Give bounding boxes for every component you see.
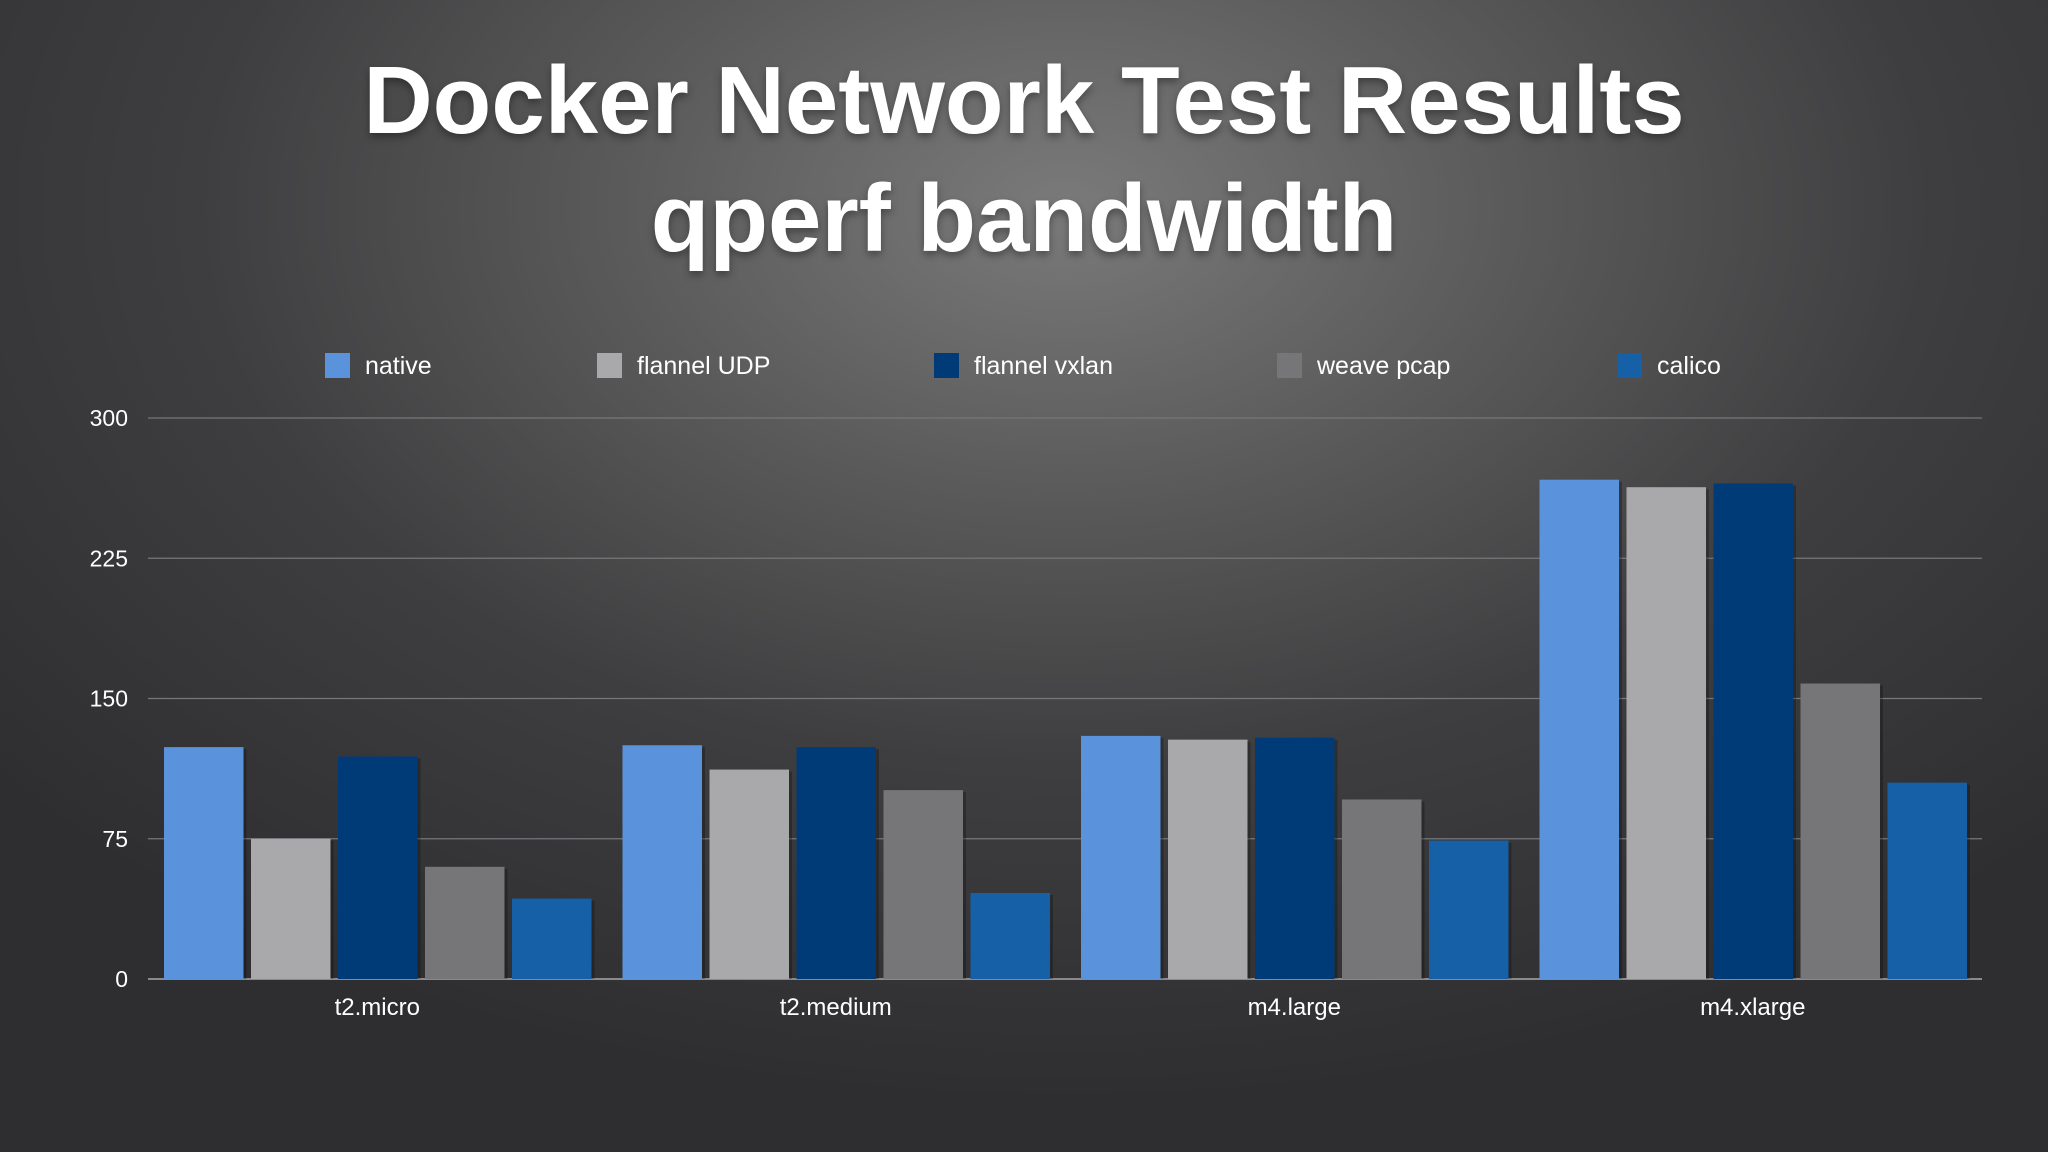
legend-swatch [1277,353,1302,378]
bar [1255,737,1335,979]
legend-swatch [325,353,350,378]
y-tick-label: 225 [90,545,128,571]
legend-label: weave pcap [1316,352,1450,380]
x-tick-label: m4.xlarge [1700,994,1805,1021]
bar [970,892,1050,979]
y-tick-label: 300 [90,405,128,431]
bar [1887,782,1967,979]
bar [1081,735,1161,979]
y-tick-label: 75 [102,826,128,852]
bar [251,838,331,979]
x-tick-label: t2.medium [780,994,892,1021]
chart-title-line-1: Docker Network Test Results [363,47,1685,154]
x-tick-label: m4.large [1248,994,1341,1021]
chart-title-line-2: qperf bandwidth [650,165,1398,272]
bar [709,769,789,979]
legend-swatch [597,353,622,378]
y-tick-label: 0 [115,966,128,992]
bar [1342,799,1422,979]
x-tick-label: t2.micro [335,994,420,1021]
legend-label: flannel vxlan [974,352,1113,380]
bar [796,747,876,979]
legend-label: flannel UDP [637,352,770,380]
bar [1539,479,1619,979]
legend-label: calico [1657,352,1721,380]
bar [622,745,702,979]
bar [425,866,505,979]
bar [338,756,418,979]
bar [883,790,963,979]
bar [1713,483,1793,979]
chart-title: Docker Network Test Results qperf bandwi… [0,42,2048,278]
bar [1800,683,1880,979]
legend-label: native [365,352,432,380]
legend-swatch [934,353,959,378]
bar [1626,487,1706,979]
bar [1429,840,1509,979]
legend-swatch [1617,353,1642,378]
bar [512,898,592,979]
y-tick-label: 150 [90,686,128,712]
bar [1168,739,1248,979]
bar [164,747,244,979]
